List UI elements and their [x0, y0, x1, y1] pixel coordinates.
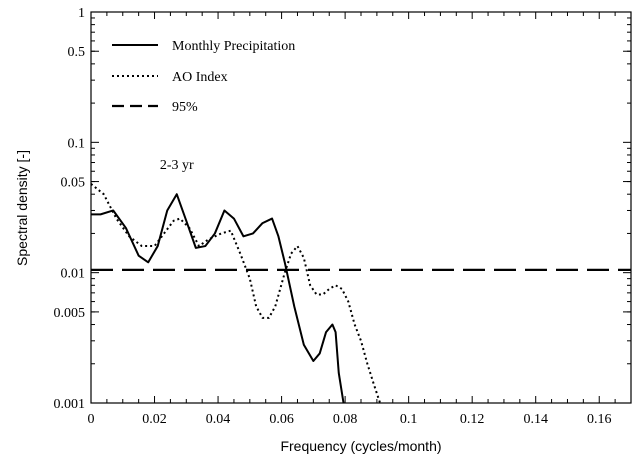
series-lines	[90, 183, 631, 404]
y-tick-label: 0.005	[54, 306, 86, 321]
legend-label: 95%	[172, 100, 198, 115]
x-tick-label: 0.1	[400, 412, 418, 427]
x-tick-label: 0.12	[460, 412, 485, 427]
x-tick-label: 0.02	[142, 412, 167, 427]
x-tick-label: 0	[88, 412, 95, 427]
x-tick-label: 0.08	[333, 412, 358, 427]
x-tick-label: 0.06	[269, 412, 294, 427]
annotation-2-3-yr: 2-3 yr	[160, 158, 194, 173]
x-axis-title: Frequency (cycles/month)	[280, 438, 441, 454]
legend-label: Monthly Precipitation	[172, 39, 295, 54]
y-tick-label: 0.01	[61, 267, 86, 282]
x-tick-label: 0.04	[206, 412, 231, 427]
ticks: 0 0.02 0.04 0.06 0.08 0.1 0.12 0.14 0.16 0.001 0.0…	[54, 6, 631, 427]
y-axis-title: Spectral density [-]	[14, 150, 30, 266]
y-tick-label: 0.001	[54, 397, 86, 412]
x-tick-label: 0.16	[587, 412, 612, 427]
y-tick-label: 0.05	[61, 176, 86, 191]
y-tick-label: 0.5	[68, 45, 86, 60]
series-ao-index-line	[90, 183, 382, 404]
legend-label: AO Index	[172, 70, 228, 85]
legend: Monthly Precipitation AO Index 95%	[112, 39, 295, 115]
y-tick-label: 1	[78, 6, 85, 21]
y-tick-label: 0.1	[68, 136, 86, 151]
series-monthly-precipitation-line	[91, 193, 345, 404]
x-tick-label: 0.14	[523, 412, 548, 427]
